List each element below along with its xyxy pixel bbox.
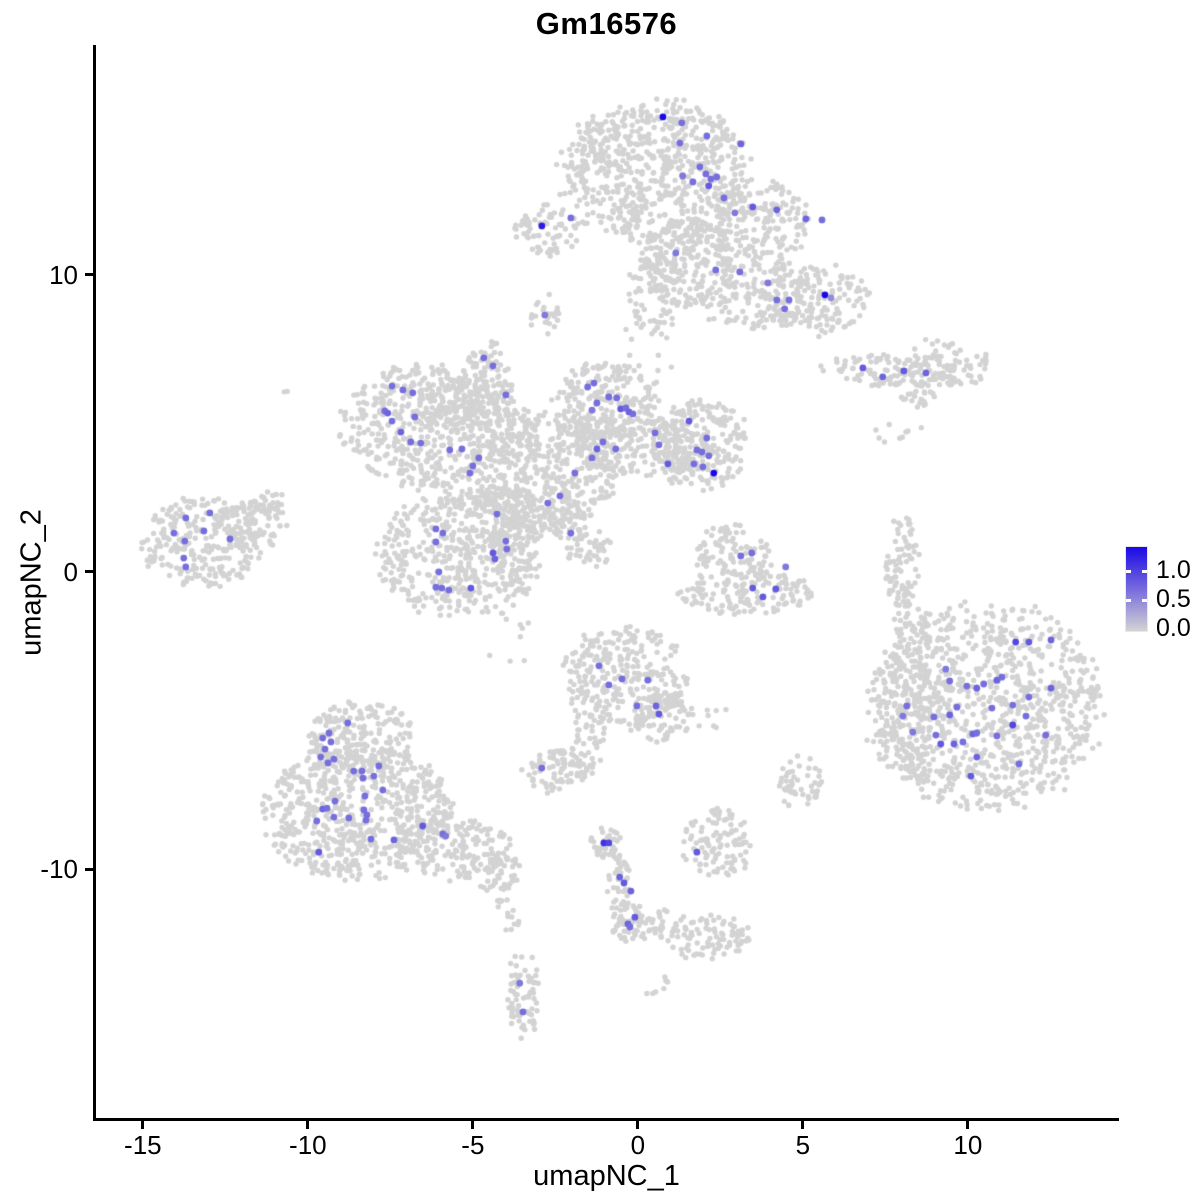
x-tick-mark [471, 1121, 475, 1129]
y-axis-line [93, 45, 96, 1121]
legend-notch [1126, 599, 1131, 602]
x-tick-mark [306, 1121, 310, 1129]
y-tick-mark [85, 570, 93, 574]
legend-value-label: 1.0 [1156, 556, 1191, 584]
x-tick-mark [141, 1121, 145, 1129]
y-tick-label: 10 [49, 259, 78, 290]
y-axis-title: umapNC_2 [15, 509, 48, 656]
expression-legend: 1.0 0.5 0.0 [1125, 546, 1191, 641]
x-tick-label: 5 [795, 1130, 811, 1160]
x-tick-label: -5 [461, 1130, 485, 1160]
chart-title: Gm16576 [535, 6, 678, 41]
y-tick-label: -10 [40, 854, 78, 885]
y-tick-mark [85, 273, 93, 277]
y-tick-mark [85, 867, 93, 871]
legend-notch [1126, 570, 1131, 573]
x-tick-mark [636, 1121, 640, 1129]
x-axis-title: umapNC_1 [533, 1160, 680, 1192]
x-axis-line [93, 1118, 1119, 1121]
x-tick-label: 0 [630, 1130, 646, 1160]
legend-value-label: 0.0 [1156, 614, 1191, 642]
legend-notch [1142, 599, 1147, 602]
x-tick-label: 10 [953, 1130, 983, 1160]
x-tick-label: -15 [124, 1130, 162, 1160]
x-tick-mark [966, 1121, 970, 1129]
y-tick-label: 0 [63, 556, 78, 587]
legend-notch [1142, 570, 1147, 573]
x-tick-label: -10 [289, 1130, 327, 1160]
legend-gradient-bar [1125, 546, 1148, 632]
x-tick-mark [801, 1121, 805, 1129]
legend-value-label: 0.5 [1156, 585, 1191, 613]
